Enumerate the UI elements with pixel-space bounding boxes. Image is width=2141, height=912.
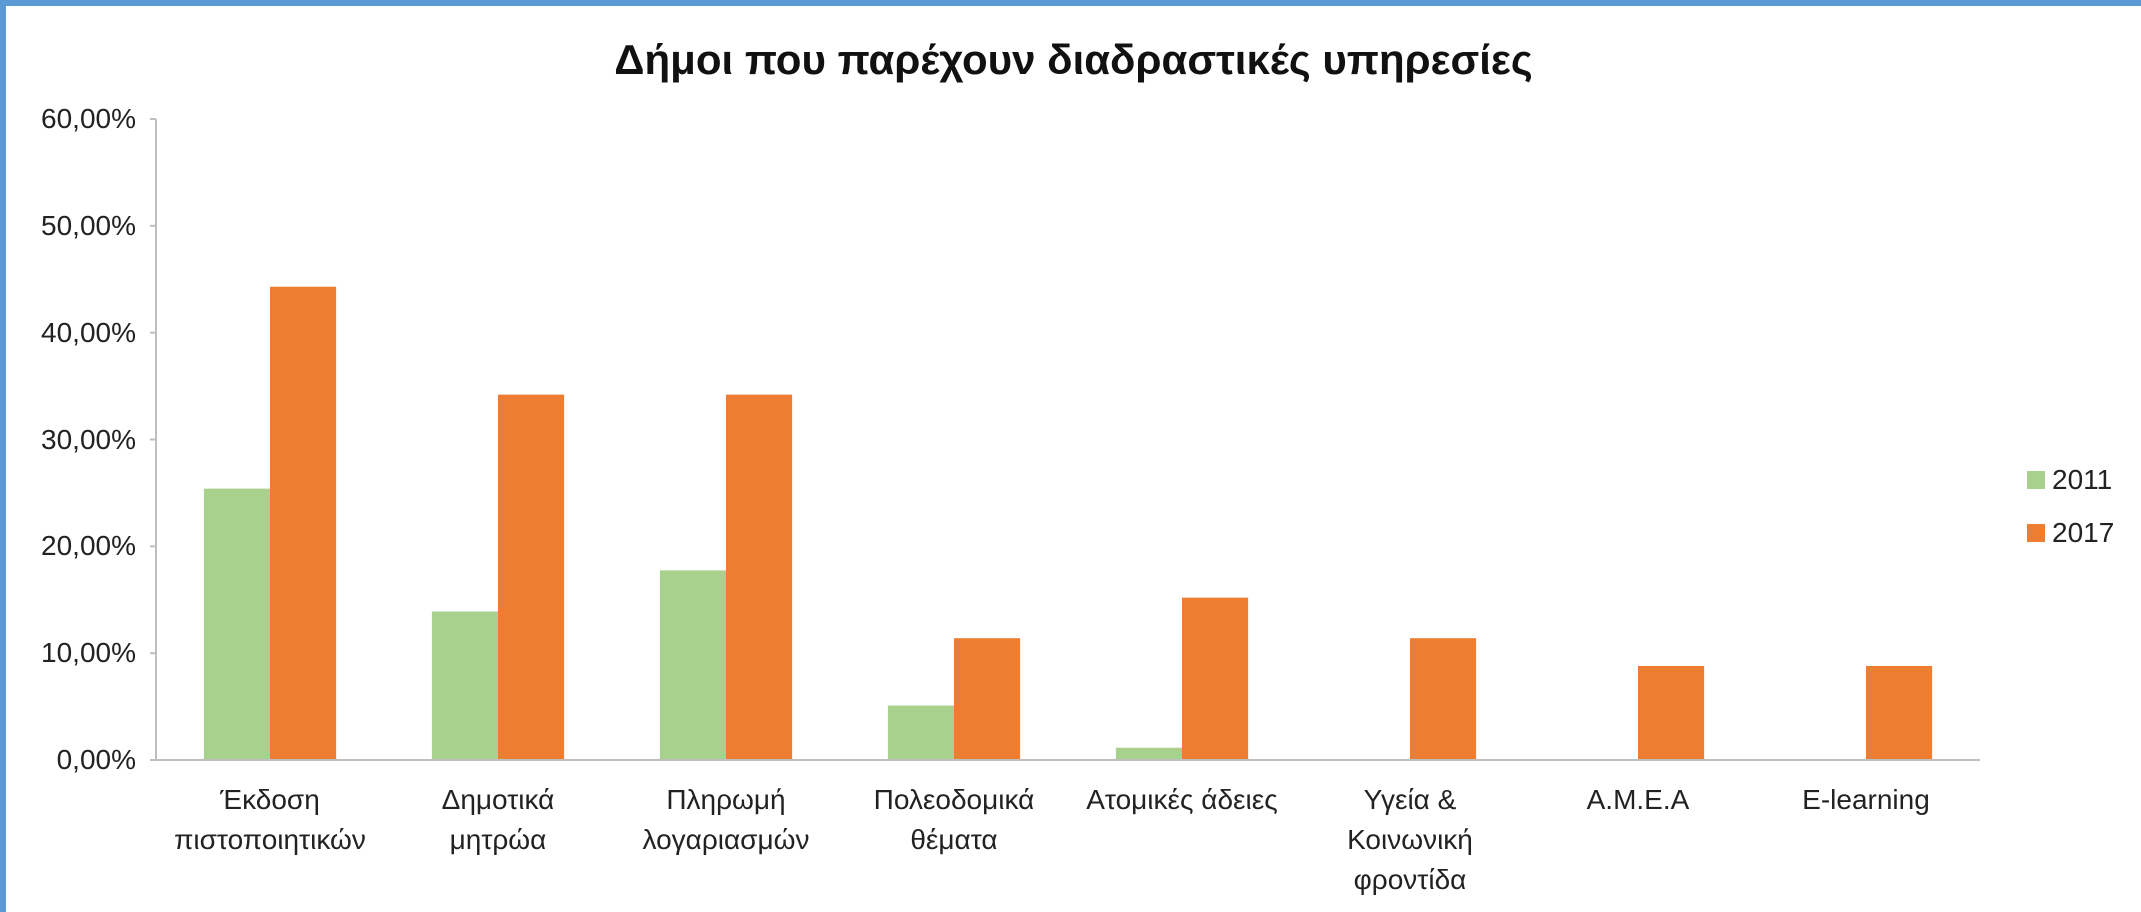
x-tick-label: Δημοτικά μητρώα (441, 784, 555, 855)
x-tick-label: Υγεία & Κοινωνική φροντίδα (1347, 784, 1473, 895)
bar (887, 705, 954, 760)
bar (1182, 597, 1249, 760)
y-tick-label: 50,00% (41, 209, 136, 241)
y-tick-label: 20,00% (41, 530, 136, 562)
y-tick-label: 60,00% (41, 103, 136, 134)
bar (726, 394, 793, 760)
x-tick-label: Πληρωμή λογαριασμών (642, 784, 810, 855)
legend-swatch (2027, 524, 2045, 542)
x-tick-label: Α.Μ.Ε.Α (1586, 784, 1690, 815)
legend-label: 2011 (2052, 464, 2113, 495)
x-tick-label: Ατομικές άδειες (1086, 784, 1278, 815)
bar (659, 570, 726, 760)
bar (954, 638, 1021, 760)
bar (203, 488, 270, 760)
y-tick-label: 30,00% (41, 423, 136, 455)
bar (431, 611, 498, 760)
y-tick-label: 10,00% (41, 637, 136, 669)
bar (1115, 747, 1182, 760)
x-tick-label: Πολεοδομικά θέματα (873, 784, 1035, 855)
bar (1410, 638, 1477, 760)
x-tick-label: E-learning (1802, 784, 1930, 815)
legend-swatch (2027, 471, 2045, 489)
legend-label: 2017 (2052, 517, 2115, 548)
y-tick-label: 40,00% (41, 316, 136, 348)
bar (1866, 665, 1933, 760)
x-tick-label: Έκδοση πιστοποιητικών (174, 784, 366, 855)
bar (270, 286, 337, 760)
bar (498, 394, 565, 760)
y-tick-label: 0,00% (56, 744, 136, 775)
bar (1638, 665, 1705, 760)
chart-title: Δήμοι που παρέχουν διαδραστικές υπηρεσίε… (614, 36, 1533, 83)
plot (150, 118, 2045, 761)
